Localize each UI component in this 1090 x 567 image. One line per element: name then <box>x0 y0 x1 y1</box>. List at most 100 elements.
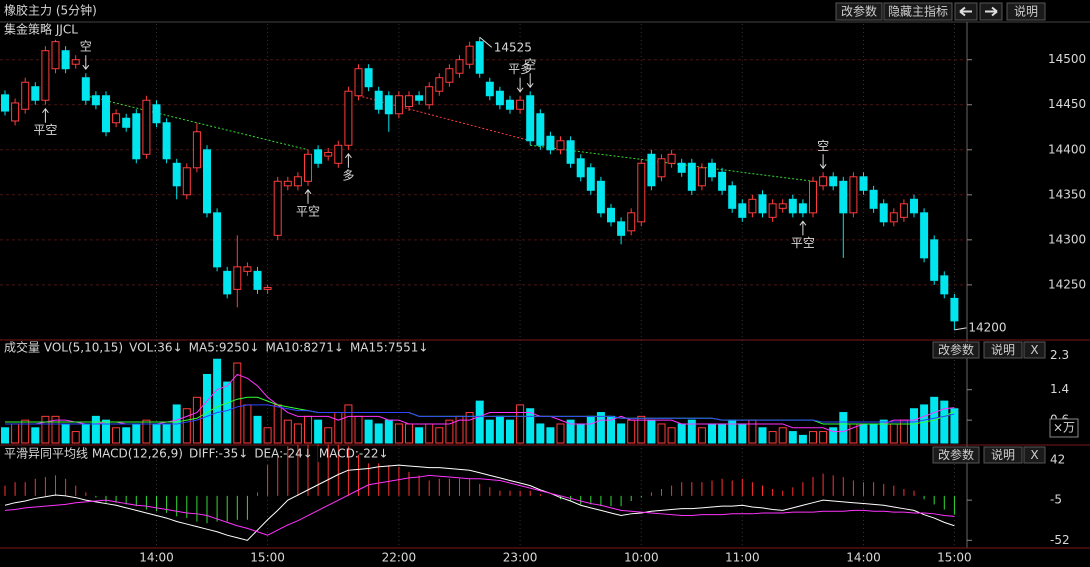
candle-body <box>889 212 898 223</box>
button-label[interactable]: 改参数 <box>938 447 974 462</box>
volume-bar <box>627 419 636 444</box>
button[interactable]: X <box>1023 446 1046 464</box>
candle-body <box>81 77 90 101</box>
volume-bar <box>667 427 676 444</box>
button-label[interactable]: 说明 <box>991 342 1015 357</box>
button-frame[interactable] <box>1023 446 1046 464</box>
signal-label: 平空 <box>791 236 815 250</box>
candle-body <box>344 90 353 146</box>
volume-bar <box>546 427 555 444</box>
volume-bar <box>819 431 828 444</box>
button-label[interactable]: 改参数 <box>938 342 974 357</box>
volume-bar <box>637 415 646 444</box>
candle-body <box>102 95 110 133</box>
candle-body <box>829 176 838 187</box>
candle-body <box>738 203 747 218</box>
volume-bar <box>293 423 302 444</box>
candle-body <box>576 158 585 178</box>
candle-body <box>142 99 151 155</box>
volume-bar <box>273 404 282 444</box>
indicator-title: 集金策略 JJCL <box>4 22 78 37</box>
volume-bar <box>41 415 50 444</box>
volume-bar <box>71 431 80 444</box>
button-label[interactable]: 改参数 <box>841 4 877 19</box>
candle-body <box>758 194 767 214</box>
legend-bg <box>128 340 130 356</box>
signal-label: 空 <box>524 58 536 72</box>
signal-label: 平空 <box>296 204 320 218</box>
candle-body <box>1 94 9 112</box>
volume-bar <box>394 423 403 444</box>
volume-bar <box>879 419 888 444</box>
candle-body <box>223 270 232 295</box>
volume-bar <box>526 408 535 444</box>
button-frame[interactable] <box>932 341 980 359</box>
signal-label: 多 <box>342 168 354 182</box>
candle-body <box>253 270 262 290</box>
button-label[interactable]: X <box>1030 343 1038 357</box>
candle-body <box>263 287 272 290</box>
button-label[interactable]: 说明 <box>991 447 1015 462</box>
legend-bg <box>317 446 319 462</box>
button-right[interactable] <box>979 2 1003 21</box>
candle-body <box>11 102 20 122</box>
candle-body <box>516 99 525 110</box>
candle-body <box>61 50 70 70</box>
candle-body <box>667 153 676 164</box>
volume-bar <box>31 427 40 444</box>
button-label[interactable]: 说明 <box>1014 4 1038 19</box>
signal-arrow <box>345 152 352 168</box>
button[interactable]: 说明 <box>983 446 1023 464</box>
candle-body <box>910 198 918 214</box>
volume-bar <box>465 412 474 444</box>
volume-bar <box>586 415 595 444</box>
max-pointer <box>479 36 493 48</box>
volume-bar <box>334 412 343 444</box>
button[interactable]: X <box>1023 341 1046 359</box>
button-frame[interactable] <box>983 341 1023 359</box>
signal-arrow <box>799 220 807 236</box>
volume-bar <box>223 381 232 444</box>
candle-body <box>435 77 444 92</box>
candle-body <box>425 86 434 106</box>
volume-bar <box>435 427 444 444</box>
candle-body <box>415 95 424 101</box>
button[interactable]: 说明 <box>1006 2 1046 21</box>
button-frame[interactable] <box>1023 341 1046 359</box>
candle-body <box>445 68 454 83</box>
candle-body <box>21 81 30 110</box>
candle-body <box>809 180 817 214</box>
volume-bar <box>304 415 312 444</box>
button[interactable]: 说明 <box>983 341 1023 359</box>
candle-body <box>334 144 343 164</box>
candle-body <box>91 95 100 106</box>
candle-body <box>314 149 323 164</box>
volume-bar <box>475 400 484 444</box>
candle-body <box>455 59 464 74</box>
button-label[interactable]: X <box>1030 448 1038 462</box>
candle-body <box>546 135 555 151</box>
button[interactable]: 改参数 <box>932 341 980 359</box>
button[interactable]: 改参数 <box>835 2 883 21</box>
volume-bar <box>283 419 292 444</box>
app-title: 橡胶主力 (5分钟) <box>4 3 97 18</box>
button[interactable]: 改参数 <box>932 446 980 464</box>
volume-bar <box>314 419 323 444</box>
button-label[interactable]: 隐藏主指标 <box>888 4 948 19</box>
legend-text: MA15:7551↓ <box>350 341 428 355</box>
volume-bar <box>657 423 666 444</box>
button-frame[interactable] <box>983 446 1023 464</box>
volume-bar <box>81 423 90 444</box>
button-left[interactable] <box>954 2 978 21</box>
button[interactable]: 隐藏主指标 <box>883 2 953 21</box>
candle-body <box>859 176 868 191</box>
button-frame[interactable] <box>932 446 980 464</box>
unit-label: ×万 <box>1053 421 1075 435</box>
candle-body <box>768 203 777 218</box>
min-label: 14200 <box>968 320 1006 334</box>
candle-body <box>51 41 60 70</box>
y-tick-label: 2.3 <box>1050 348 1069 362</box>
